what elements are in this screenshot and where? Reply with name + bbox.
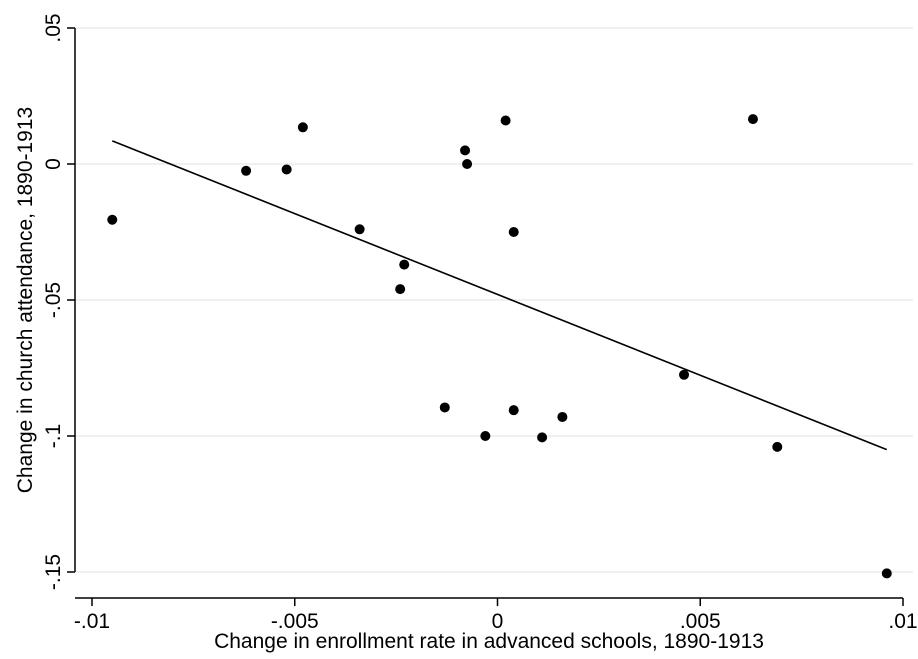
data-point — [557, 411, 568, 422]
y-tick-label: -.15 — [42, 554, 65, 590]
x-tick-label: 0 — [492, 610, 504, 633]
data-points — [107, 114, 892, 579]
data-point — [747, 114, 758, 125]
y-tick-label: 0 — [42, 158, 65, 170]
data-point — [354, 224, 365, 235]
tick-layer: -.15 -.1 -.05 0 .05 -.01 -.005 0 .005 .01 — [42, 13, 918, 633]
data-point — [537, 432, 548, 443]
data-point — [460, 145, 471, 156]
x-tick-label: .005 — [680, 610, 721, 633]
data-point — [107, 214, 118, 225]
data-point — [881, 568, 892, 579]
x-tick-label: -.005 — [271, 610, 319, 633]
data-point — [772, 441, 783, 452]
data-point — [508, 227, 519, 237]
data-point — [462, 159, 473, 169]
axes — [74, 28, 903, 599]
grid-lines — [76, 27, 913, 573]
data-point — [500, 115, 511, 126]
data-point — [281, 164, 292, 175]
data-point — [508, 405, 519, 416]
data-point — [297, 122, 308, 133]
fit-line-layer — [111, 140, 888, 451]
y-tick-label: .05 — [42, 13, 65, 42]
data-point — [439, 402, 450, 413]
data-point — [399, 259, 410, 270]
x-tick-label: .01 — [888, 610, 917, 633]
y-tick-label: -.05 — [42, 282, 65, 318]
data-point — [480, 431, 491, 441]
fit-line — [111, 140, 888, 451]
data-point — [241, 165, 252, 176]
data-point — [679, 369, 690, 380]
data-point — [395, 284, 406, 295]
y-axis-title: Change in church attendance, 1890-1913 — [14, 107, 37, 493]
x-axis-title: Change in enrollment rate in advanced sc… — [214, 630, 764, 653]
y-tick-label: -.1 — [42, 424, 65, 449]
x-tick-label: -.01 — [74, 610, 110, 633]
